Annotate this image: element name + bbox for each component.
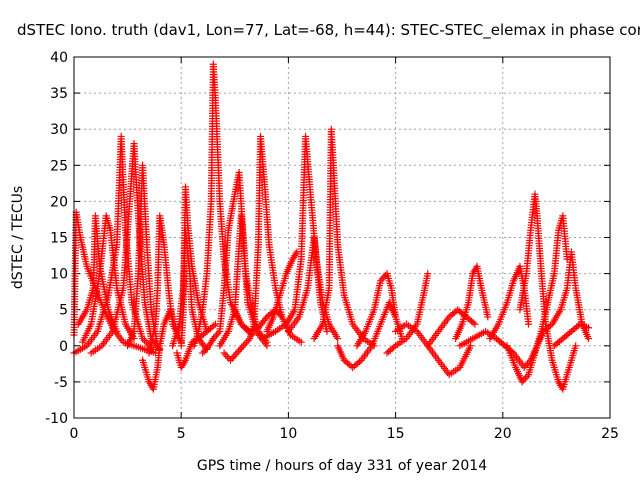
data-point	[142, 338, 150, 346]
y-tick-label: -5	[54, 375, 68, 391]
y-axis-label: dSTEC / TECUs	[10, 186, 26, 289]
data-point	[228, 354, 236, 362]
data-point	[546, 322, 554, 330]
data-point	[585, 335, 593, 343]
data-point	[297, 338, 305, 346]
x-tick-label: 25	[601, 426, 619, 442]
y-tick-label: 0	[59, 339, 68, 355]
data-point	[239, 342, 247, 350]
data-point	[203, 327, 211, 335]
data-point	[356, 358, 364, 366]
data-point	[113, 327, 121, 335]
data-point	[238, 344, 246, 352]
data-point	[222, 351, 230, 359]
x-tick-label: 20	[494, 426, 512, 442]
x-tick-label: 15	[387, 426, 405, 442]
data-point	[202, 345, 210, 353]
x-axis-label: GPS time / hours of day 331 of year 2014	[197, 458, 487, 474]
data-point	[149, 345, 157, 353]
y-tick-label: 40	[50, 50, 68, 66]
data-point	[469, 319, 477, 327]
data-point	[231, 351, 239, 359]
data-point	[484, 313, 492, 321]
y-tick-label: 15	[50, 231, 68, 247]
data-point	[243, 338, 251, 346]
data-point	[323, 327, 331, 335]
data-point	[392, 313, 400, 321]
x-tick-label: 0	[70, 426, 79, 442]
x-tick-label: 10	[279, 426, 297, 442]
tick-labels: 0 5 10 15 20 25 -10 -5 0 5 10 15 20 25 30 35 40	[45, 50, 619, 442]
y-tick-label: 5	[59, 303, 68, 319]
data-point	[380, 273, 388, 281]
plot-frame	[73, 56, 611, 419]
y-tick-label: 30	[50, 122, 68, 138]
data-point	[521, 374, 529, 382]
y-tick-label: -10	[45, 411, 68, 427]
data-points	[70, 60, 593, 393]
data-point	[236, 345, 244, 353]
data-point	[467, 342, 475, 350]
y-tick-label: 10	[50, 267, 68, 283]
data-point	[525, 320, 533, 328]
data-point	[471, 320, 479, 328]
data-point	[263, 338, 271, 346]
data-point	[210, 322, 218, 330]
chart-title: dSTEC Iono. truth (dav1, Lon=77, Lat=-68…	[17, 21, 640, 40]
data-point	[278, 313, 286, 321]
y-tick-label: 25	[50, 158, 68, 174]
y-tick-label: 35	[50, 86, 68, 102]
data-point	[213, 331, 221, 339]
data-point	[523, 360, 531, 368]
data-point	[390, 343, 398, 351]
y-tick-label: 20	[50, 194, 68, 210]
data-point	[235, 347, 243, 355]
data-point	[334, 335, 342, 343]
data-point	[220, 349, 228, 357]
data-point	[223, 353, 231, 361]
data-point	[572, 342, 580, 350]
data-point	[227, 356, 235, 364]
data-point	[241, 340, 249, 348]
x-tick-label: 5	[177, 426, 186, 442]
data-point	[585, 324, 593, 332]
data-point	[424, 270, 432, 278]
data-point	[230, 353, 238, 361]
data-point	[233, 349, 241, 357]
